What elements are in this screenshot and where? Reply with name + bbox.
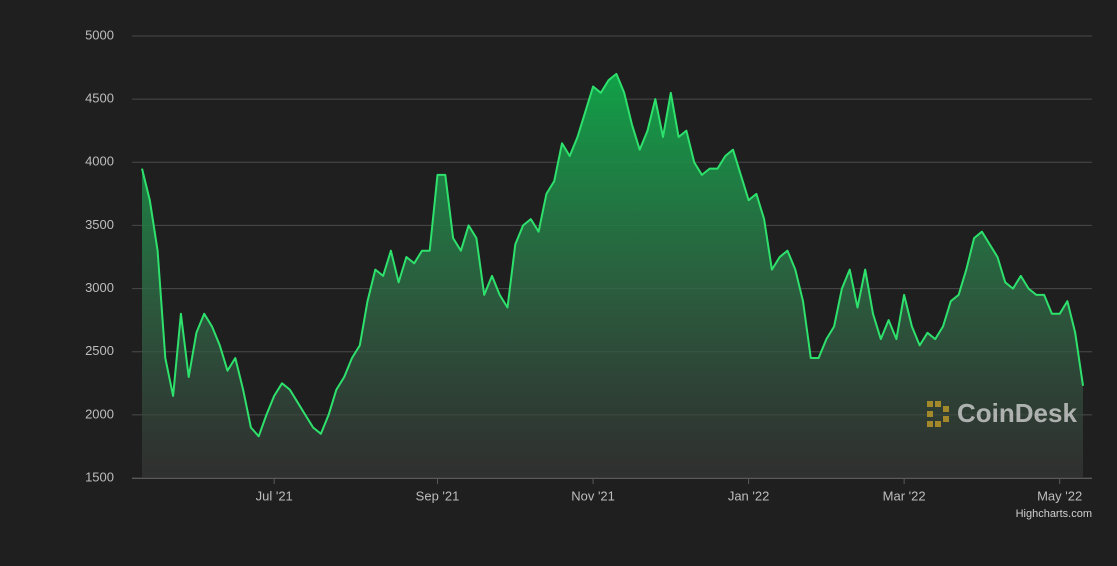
axes: 1500 2000 2500 3000 3500 4000 4500 5000 Jul '21 S… <box>85 27 1092 503</box>
y-tick-label: 4500 <box>85 91 114 106</box>
logo-dot <box>927 401 933 407</box>
x-tick-label: Nov '21 <box>571 488 615 503</box>
x-tick-label: Jul '21 <box>256 488 293 503</box>
x-tick-label: Sep '21 <box>416 488 460 503</box>
logo-dot <box>943 406 949 412</box>
area-fill <box>142 73 1083 479</box>
logo-dot <box>943 416 949 422</box>
y-tick-label: 3500 <box>85 217 114 232</box>
y-tick-label: 2500 <box>85 343 114 358</box>
plot-area <box>141 72 1084 479</box>
credits: Highcharts.com <box>1016 508 1092 520</box>
line <box>141 72 1084 438</box>
watermark: CoinDesk <box>957 398 1077 428</box>
y-tick-label: 3000 <box>85 280 114 295</box>
y-tick-label: 5000 <box>85 27 114 42</box>
x-tick-label: May '22 <box>1037 488 1082 503</box>
logo-dot <box>927 421 933 427</box>
y-tick-label: 4000 <box>85 154 114 169</box>
x-tick-label: Jan '22 <box>728 488 770 503</box>
logo-dot <box>935 421 941 427</box>
y-tick-label: 2000 <box>85 406 114 421</box>
logo-dot <box>927 411 933 417</box>
x-tick-label: Mar '22 <box>883 488 926 503</box>
y-tick-label: 1500 <box>85 469 114 484</box>
watermark-logo: CoinDesk <box>927 398 1077 428</box>
logo-dot <box>935 401 941 407</box>
